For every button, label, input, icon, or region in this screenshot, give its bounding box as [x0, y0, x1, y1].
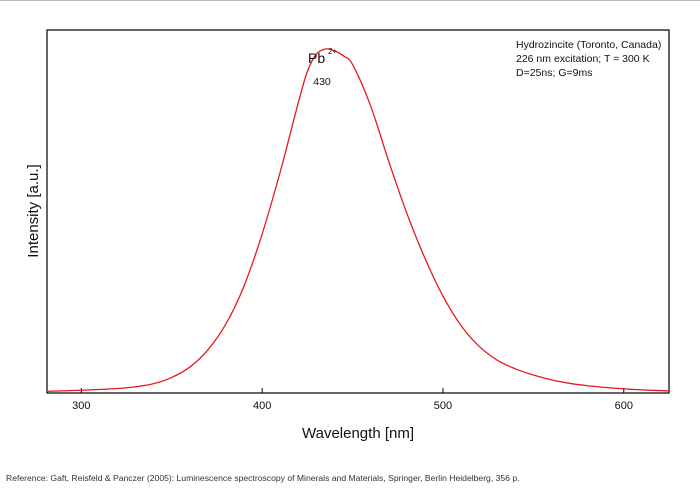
y-axis-title: Intensity [a.u.]: [25, 164, 42, 257]
x-tick-label-500: 500: [434, 400, 452, 412]
x-tick-label-400: 400: [253, 400, 271, 412]
luminescence-chart: 300 400 500 600 Wavelength [nm] Intensity […: [25, 29, 670, 442]
peak-ion-label: Pb: [308, 50, 325, 66]
x-tick-label-300: 300: [72, 400, 90, 412]
x-tick-label-600: 600: [615, 400, 633, 412]
plot-frame: [46, 29, 670, 394]
x-axis-title: Wavelength [nm]: [302, 425, 414, 442]
peak-ion-charge: 2+: [328, 47, 337, 56]
series-line: [46, 48, 670, 392]
delay-gate: D=25ns; G=9ms: [516, 67, 592, 79]
peak-wavelength-label: 430: [313, 76, 331, 88]
reference-citation: Reference: Gaft, Reisfeld & Panczer (200…: [6, 473, 520, 483]
excitation-conditions: 226 nm excitation; T = 300 K: [516, 53, 650, 65]
x-ticks: 300 400 500 600: [72, 388, 633, 412]
sample-name: Hydrozincite (Toronto, Canada): [516, 39, 661, 51]
top-divider: [0, 0, 700, 1]
